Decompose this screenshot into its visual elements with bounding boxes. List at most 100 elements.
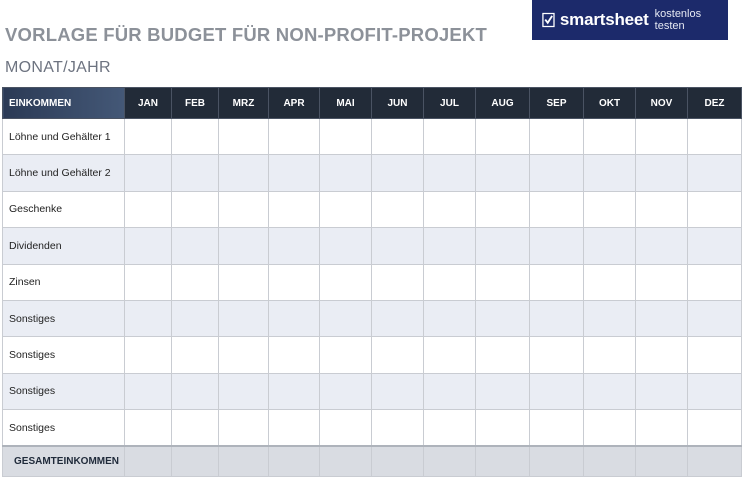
value-cell-sep[interactable] xyxy=(529,154,584,192)
value-cell-jul[interactable] xyxy=(423,263,476,301)
value-cell-okt[interactable] xyxy=(583,372,636,411)
value-cell-nov[interactable] xyxy=(635,263,688,301)
value-cell-sep[interactable] xyxy=(529,336,584,374)
value-cell-okt[interactable] xyxy=(583,299,636,338)
value-cell-jun[interactable] xyxy=(371,227,424,265)
value-cell-dez[interactable] xyxy=(687,227,742,265)
value-cell-dez[interactable] xyxy=(687,409,742,447)
value-cell-nov[interactable] xyxy=(635,299,688,338)
value-cell-aug[interactable] xyxy=(475,117,530,156)
value-cell-mai[interactable] xyxy=(319,154,372,192)
value-cell-feb[interactable] xyxy=(171,117,219,156)
value-cell-okt[interactable] xyxy=(583,263,636,301)
value-cell-apr[interactable] xyxy=(268,372,320,411)
value-cell-apr[interactable] xyxy=(268,263,320,301)
value-cell-apr[interactable] xyxy=(268,227,320,265)
value-cell-mrz[interactable] xyxy=(218,263,269,301)
value-cell-aug[interactable] xyxy=(475,336,530,374)
value-cell-feb[interactable] xyxy=(171,190,219,229)
value-cell-jun[interactable] xyxy=(371,190,424,229)
value-cell-mai[interactable] xyxy=(319,372,372,411)
value-cell-sep[interactable] xyxy=(529,409,584,447)
value-cell-feb[interactable] xyxy=(171,409,219,447)
value-cell-dez[interactable] xyxy=(687,263,742,301)
value-cell-okt[interactable] xyxy=(583,154,636,192)
value-cell-nov[interactable] xyxy=(635,336,688,374)
value-cell-mrz[interactable] xyxy=(218,154,269,192)
value-cell-feb[interactable] xyxy=(171,227,219,265)
value-cell-apr[interactable] xyxy=(268,117,320,156)
value-cell-jan[interactable] xyxy=(124,372,172,411)
value-cell-feb[interactable] xyxy=(171,336,219,374)
value-cell-aug[interactable] xyxy=(475,299,530,338)
value-cell-jan[interactable] xyxy=(124,263,172,301)
value-cell-dez[interactable] xyxy=(687,372,742,411)
value-cell-okt[interactable] xyxy=(583,190,636,229)
value-cell-jun[interactable] xyxy=(371,263,424,301)
value-cell-nov[interactable] xyxy=(635,409,688,447)
value-cell-apr[interactable] xyxy=(268,190,320,229)
value-cell-okt[interactable] xyxy=(583,227,636,265)
value-cell-apr[interactable] xyxy=(268,336,320,374)
value-cell-aug[interactable] xyxy=(475,154,530,192)
value-cell-mrz[interactable] xyxy=(218,372,269,411)
value-cell-jul[interactable] xyxy=(423,117,476,156)
value-cell-mrz[interactable] xyxy=(218,299,269,338)
value-cell-jan[interactable] xyxy=(124,227,172,265)
value-cell-okt[interactable] xyxy=(583,409,636,447)
value-cell-jan[interactable] xyxy=(124,154,172,192)
value-cell-apr[interactable] xyxy=(268,409,320,447)
value-cell-feb[interactable] xyxy=(171,372,219,411)
value-cell-sep[interactable] xyxy=(529,190,584,229)
value-cell-sep[interactable] xyxy=(529,372,584,411)
value-cell-jun[interactable] xyxy=(371,409,424,447)
value-cell-okt[interactable] xyxy=(583,117,636,156)
value-cell-jan[interactable] xyxy=(124,336,172,374)
value-cell-mai[interactable] xyxy=(319,336,372,374)
value-cell-jun[interactable] xyxy=(371,372,424,411)
value-cell-sep[interactable] xyxy=(529,117,584,156)
value-cell-aug[interactable] xyxy=(475,263,530,301)
value-cell-jul[interactable] xyxy=(423,409,476,447)
value-cell-mrz[interactable] xyxy=(218,336,269,374)
value-cell-aug[interactable] xyxy=(475,227,530,265)
value-cell-dez[interactable] xyxy=(687,336,742,374)
value-cell-feb[interactable] xyxy=(171,299,219,338)
value-cell-nov[interactable] xyxy=(635,154,688,192)
value-cell-dez[interactable] xyxy=(687,299,742,338)
value-cell-jan[interactable] xyxy=(124,190,172,229)
value-cell-mai[interactable] xyxy=(319,263,372,301)
value-cell-jul[interactable] xyxy=(423,299,476,338)
value-cell-mrz[interactable] xyxy=(218,409,269,447)
value-cell-mai[interactable] xyxy=(319,190,372,229)
value-cell-mrz[interactable] xyxy=(218,190,269,229)
value-cell-aug[interactable] xyxy=(475,372,530,411)
value-cell-mrz[interactable] xyxy=(218,117,269,156)
value-cell-jul[interactable] xyxy=(423,154,476,192)
value-cell-aug[interactable] xyxy=(475,190,530,229)
value-cell-jan[interactable] xyxy=(124,299,172,338)
value-cell-sep[interactable] xyxy=(529,299,584,338)
value-cell-aug[interactable] xyxy=(475,409,530,447)
smartsheet-banner[interactable]: smartsheet kostenlos testen xyxy=(532,0,728,40)
value-cell-mrz[interactable] xyxy=(218,227,269,265)
value-cell-jun[interactable] xyxy=(371,336,424,374)
value-cell-mai[interactable] xyxy=(319,227,372,265)
value-cell-mai[interactable] xyxy=(319,299,372,338)
value-cell-nov[interactable] xyxy=(635,117,688,156)
value-cell-dez[interactable] xyxy=(687,190,742,229)
value-cell-mai[interactable] xyxy=(319,409,372,447)
value-cell-jun[interactable] xyxy=(371,154,424,192)
value-cell-nov[interactable] xyxy=(635,372,688,411)
value-cell-jul[interactable] xyxy=(423,372,476,411)
value-cell-jul[interactable] xyxy=(423,227,476,265)
value-cell-feb[interactable] xyxy=(171,263,219,301)
value-cell-jan[interactable] xyxy=(124,409,172,447)
value-cell-dez[interactable] xyxy=(687,154,742,192)
value-cell-mai[interactable] xyxy=(319,117,372,156)
value-cell-jul[interactable] xyxy=(423,190,476,229)
value-cell-feb[interactable] xyxy=(171,154,219,192)
value-cell-sep[interactable] xyxy=(529,227,584,265)
value-cell-jul[interactable] xyxy=(423,336,476,374)
value-cell-jun[interactable] xyxy=(371,117,424,156)
